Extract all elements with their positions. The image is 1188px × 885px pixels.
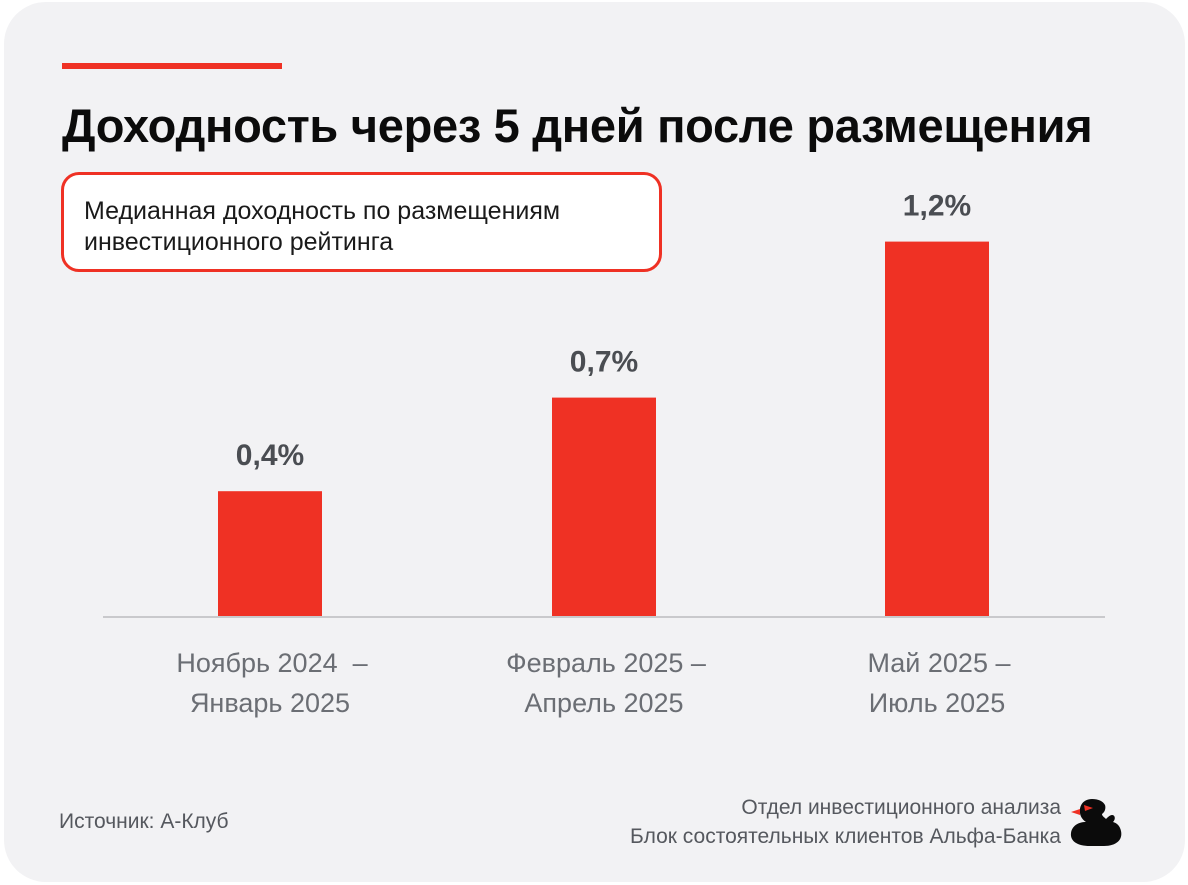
category-labels-layer: Ноябрь 2024 – Январь 2025 Февраль 2025 – Ап… [176, 648, 1010, 718]
value-label-3: 1,2% [903, 190, 971, 223]
category-label-3-line-1: Май 2025 – [868, 648, 1011, 678]
bar-1 [218, 491, 322, 616]
category-label-2-line-1: Февраль 2025 – [506, 648, 706, 678]
bar-2 [552, 397, 656, 616]
value-labels-layer: 0,4% 0,7% 1,2% [236, 190, 971, 473]
category-label-3-line-2: Июль 2025 [869, 688, 1005, 718]
department-line-1: Отдел инвестиционного анализа [741, 796, 1061, 819]
category-label-2-line-2: Апрель 2025 [524, 688, 683, 718]
department-line-2: Блок состоятельных клиентов Альфа-Банка [630, 825, 1061, 848]
value-label-2: 0,7% [570, 346, 638, 379]
page-title: Доходность через 5 дней после размещения [62, 99, 1093, 152]
source-text: Источник: А-Клуб [59, 810, 229, 833]
subtitle-line-1: Медианная доходность по размещениям [84, 197, 561, 225]
subtitle-box: Медианная доходность по размещениям инве… [61, 172, 662, 272]
value-label-1: 0,4% [236, 439, 304, 472]
bar-3 [885, 241, 989, 616]
subtitle-line-2: инвестиционного рейтинга [84, 228, 394, 256]
department-credit: Отдел инвестиционного анализа Блок состо… [630, 793, 1061, 851]
bars-layer [218, 241, 989, 616]
category-label-1-line-1: Ноябрь 2024 – [176, 648, 367, 678]
duck-icon [1070, 799, 1122, 846]
accent-line [62, 63, 282, 69]
category-label-1-line-2: Январь 2025 [190, 688, 350, 718]
